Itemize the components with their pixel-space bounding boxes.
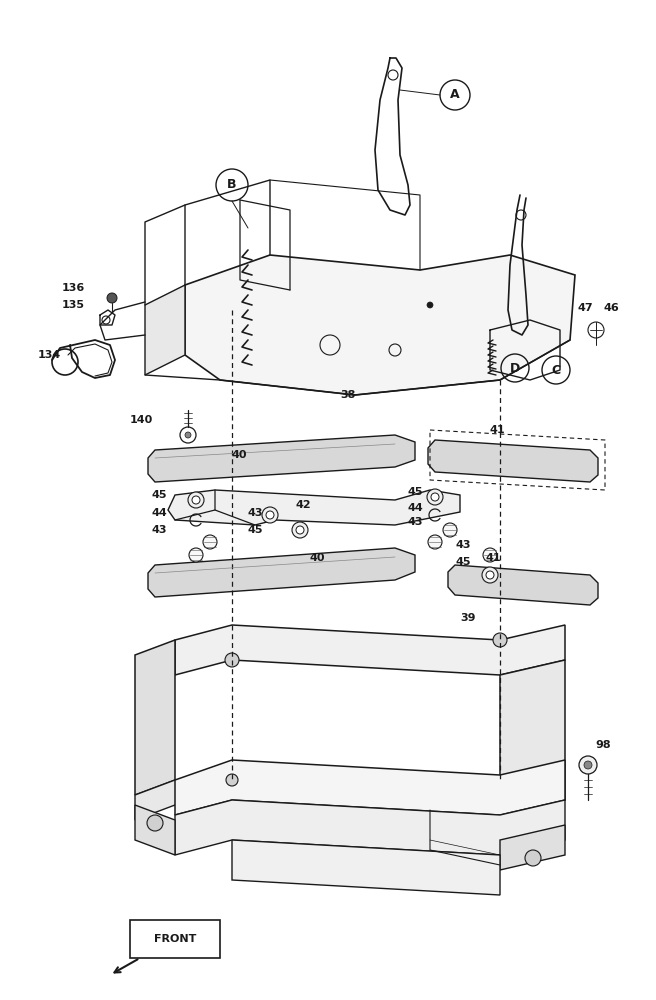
Text: 98: 98 — [595, 740, 611, 750]
Text: 45: 45 — [408, 487, 424, 497]
Polygon shape — [448, 565, 598, 605]
Text: 45: 45 — [248, 525, 264, 535]
Text: 45: 45 — [152, 490, 167, 500]
Text: 43: 43 — [408, 517, 424, 527]
Circle shape — [266, 511, 274, 519]
Polygon shape — [145, 285, 185, 375]
Text: B: B — [227, 178, 237, 192]
Circle shape — [188, 492, 204, 508]
Circle shape — [226, 774, 238, 786]
Text: 41: 41 — [485, 553, 501, 563]
Text: 136: 136 — [62, 283, 85, 293]
Text: 41: 41 — [490, 425, 506, 435]
Text: C: C — [552, 363, 561, 376]
Circle shape — [486, 571, 494, 579]
Text: D: D — [510, 361, 520, 374]
Circle shape — [225, 653, 239, 667]
Circle shape — [185, 432, 191, 438]
Text: 44: 44 — [408, 503, 424, 513]
Text: 140: 140 — [130, 415, 154, 425]
Circle shape — [189, 548, 203, 562]
Polygon shape — [135, 805, 175, 855]
Circle shape — [483, 548, 497, 562]
Text: 40: 40 — [310, 553, 325, 563]
Circle shape — [292, 522, 308, 538]
Text: 42: 42 — [295, 500, 311, 510]
Circle shape — [525, 850, 541, 866]
Circle shape — [443, 523, 457, 537]
Circle shape — [192, 496, 200, 504]
Circle shape — [427, 302, 433, 308]
Text: A: A — [450, 89, 460, 102]
Polygon shape — [500, 825, 565, 870]
Polygon shape — [175, 760, 565, 815]
Text: 38: 38 — [340, 390, 356, 400]
Text: 43: 43 — [455, 540, 470, 550]
Text: 40: 40 — [232, 450, 247, 460]
Circle shape — [431, 493, 439, 501]
Text: 39: 39 — [460, 613, 476, 623]
Polygon shape — [232, 840, 500, 895]
Polygon shape — [175, 625, 565, 675]
Circle shape — [427, 489, 443, 505]
Text: 134: 134 — [38, 350, 61, 360]
Polygon shape — [175, 800, 565, 855]
Polygon shape — [148, 435, 415, 482]
Polygon shape — [148, 548, 415, 597]
Circle shape — [262, 507, 278, 523]
Circle shape — [493, 633, 507, 647]
Circle shape — [147, 815, 163, 831]
Circle shape — [296, 526, 304, 534]
Circle shape — [579, 756, 597, 774]
Text: 43: 43 — [248, 508, 264, 518]
Circle shape — [428, 535, 442, 549]
Circle shape — [482, 567, 498, 583]
Circle shape — [107, 293, 117, 303]
Polygon shape — [500, 660, 565, 815]
Polygon shape — [168, 490, 460, 525]
Text: 47: 47 — [578, 303, 594, 313]
Polygon shape — [135, 780, 232, 820]
Polygon shape — [135, 640, 175, 795]
Text: 45: 45 — [455, 557, 470, 567]
Polygon shape — [428, 440, 598, 482]
Circle shape — [584, 761, 592, 769]
Circle shape — [203, 535, 217, 549]
Text: FRONT: FRONT — [154, 934, 196, 944]
Text: 43: 43 — [152, 525, 167, 535]
Text: 135: 135 — [62, 300, 85, 310]
Polygon shape — [185, 255, 575, 395]
Text: 44: 44 — [152, 508, 168, 518]
Text: 46: 46 — [603, 303, 619, 313]
